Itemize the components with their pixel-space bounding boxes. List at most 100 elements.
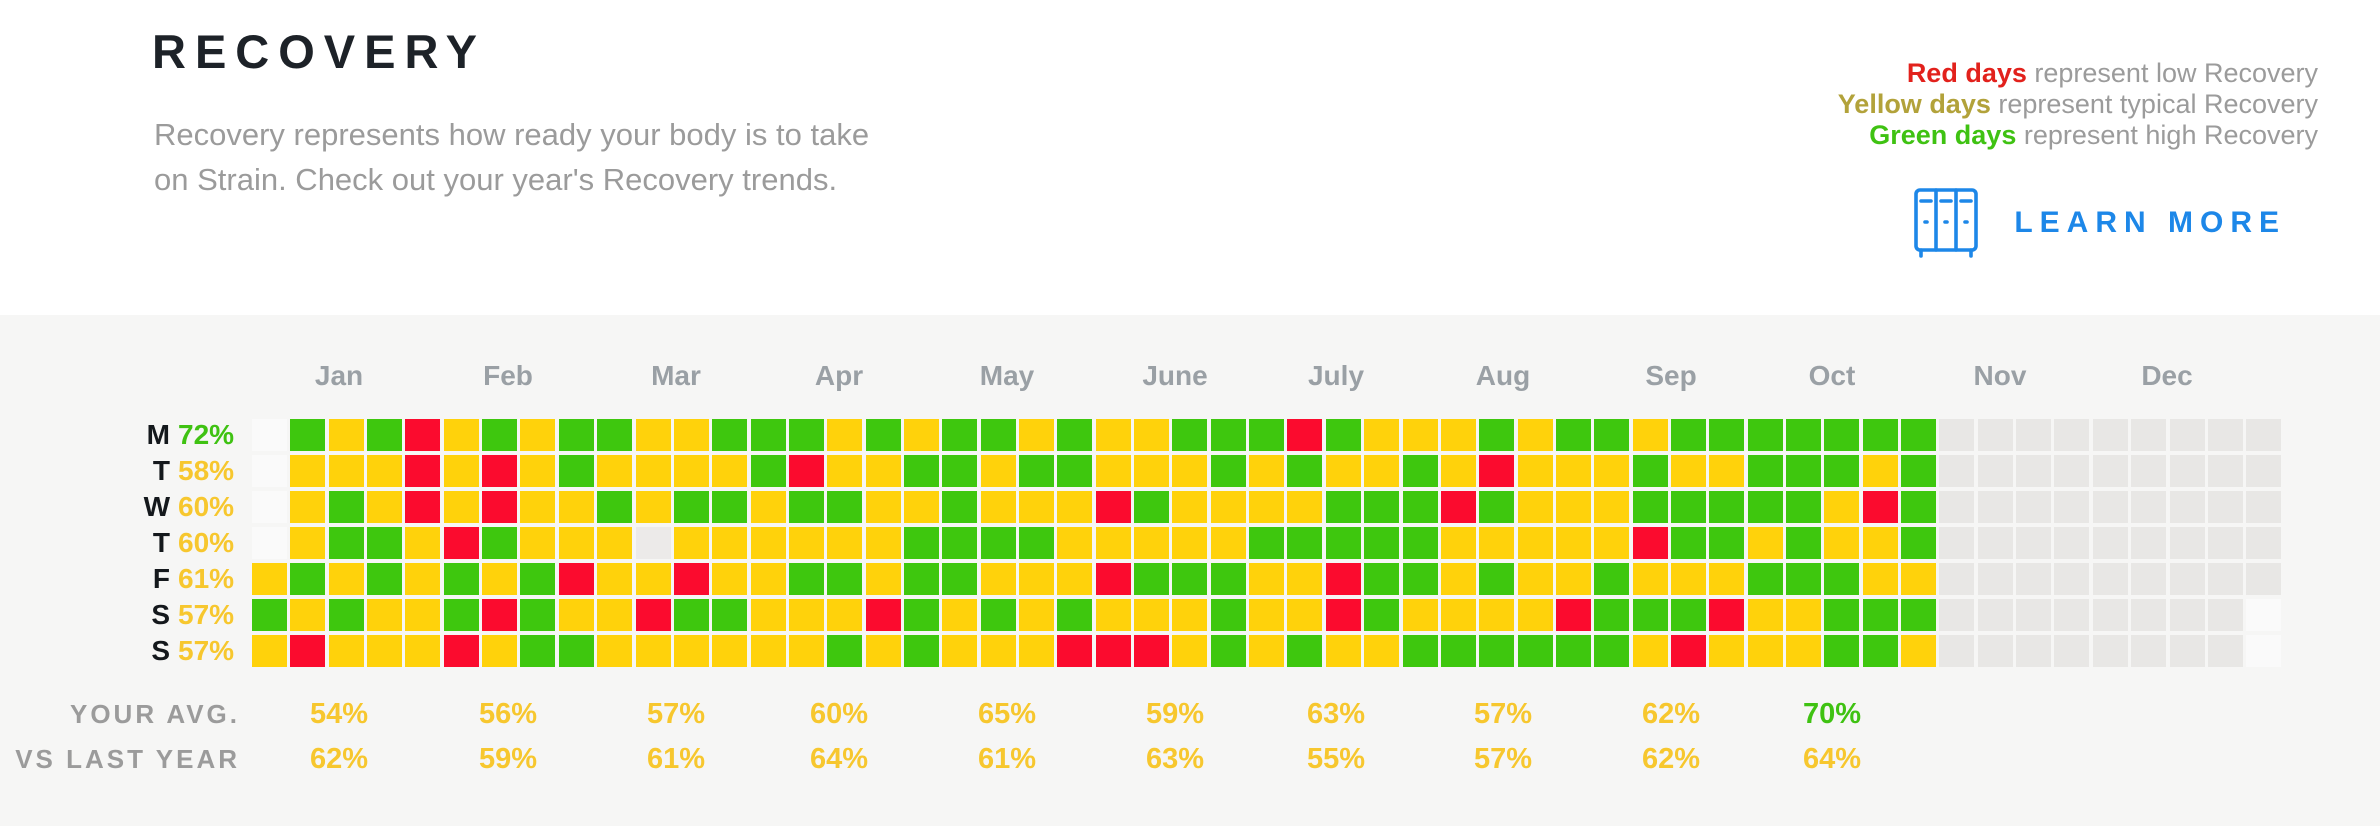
heatmap-cell[interactable] bbox=[1670, 526, 1706, 559]
heatmap-cell[interactable] bbox=[1977, 418, 2013, 451]
heatmap-cell[interactable] bbox=[1824, 490, 1860, 523]
heatmap-cell[interactable] bbox=[712, 599, 748, 632]
heatmap-cell[interactable] bbox=[1287, 418, 1323, 451]
heatmap-cell[interactable] bbox=[2092, 454, 2128, 487]
heatmap-cell[interactable] bbox=[980, 418, 1016, 451]
heatmap-cell[interactable] bbox=[1095, 563, 1131, 596]
heatmap-cell[interactable] bbox=[1402, 490, 1438, 523]
heatmap-cell[interactable] bbox=[750, 635, 786, 668]
heatmap-cell[interactable] bbox=[2207, 635, 2243, 668]
heatmap-cell[interactable] bbox=[1095, 599, 1131, 632]
heatmap-cell[interactable] bbox=[597, 526, 633, 559]
heatmap-cell[interactable] bbox=[942, 490, 978, 523]
heatmap-cell[interactable] bbox=[290, 635, 326, 668]
heatmap-cell[interactable] bbox=[635, 418, 671, 451]
heatmap-cell[interactable] bbox=[405, 635, 441, 668]
heatmap-cell[interactable] bbox=[1325, 599, 1361, 632]
heatmap-cell[interactable] bbox=[1172, 563, 1208, 596]
heatmap-cell[interactable] bbox=[1824, 454, 1860, 487]
heatmap-cell[interactable] bbox=[1249, 418, 1285, 451]
heatmap-cell[interactable] bbox=[443, 418, 479, 451]
heatmap-cell[interactable] bbox=[1210, 526, 1246, 559]
heatmap-cell[interactable] bbox=[903, 490, 939, 523]
heatmap-cell[interactable] bbox=[2054, 563, 2090, 596]
heatmap-cell[interactable] bbox=[827, 563, 863, 596]
heatmap-cell[interactable] bbox=[1555, 563, 1591, 596]
heatmap-cell[interactable] bbox=[1862, 563, 1898, 596]
heatmap-cell[interactable] bbox=[1402, 454, 1438, 487]
heatmap-cell[interactable] bbox=[750, 563, 786, 596]
heatmap-cell[interactable] bbox=[1632, 599, 1668, 632]
heatmap-cell[interactable] bbox=[673, 490, 709, 523]
heatmap-cell[interactable] bbox=[1364, 563, 1400, 596]
heatmap-cell[interactable] bbox=[1134, 418, 1170, 451]
heatmap-cell[interactable] bbox=[1747, 526, 1783, 559]
heatmap-cell[interactable] bbox=[1249, 490, 1285, 523]
heatmap-cell[interactable] bbox=[1670, 454, 1706, 487]
heatmap-cell[interactable] bbox=[1287, 635, 1323, 668]
heatmap-cell[interactable] bbox=[1440, 418, 1476, 451]
heatmap-cell[interactable] bbox=[865, 418, 901, 451]
heatmap-cell[interactable] bbox=[520, 490, 556, 523]
heatmap-cell[interactable] bbox=[405, 526, 441, 559]
heatmap-cell[interactable] bbox=[903, 635, 939, 668]
heatmap-cell[interactable] bbox=[1134, 490, 1170, 523]
heatmap-cell[interactable] bbox=[1786, 635, 1821, 668]
heatmap-cell[interactable] bbox=[1210, 490, 1246, 523]
heatmap-cell[interactable] bbox=[1440, 599, 1476, 632]
heatmap-cell[interactable] bbox=[558, 526, 594, 559]
heatmap-cell[interactable] bbox=[1901, 635, 1937, 668]
heatmap-cell[interactable] bbox=[980, 563, 1016, 596]
heatmap-cell[interactable] bbox=[2131, 526, 2167, 559]
heatmap-cell[interactable] bbox=[1249, 599, 1285, 632]
heatmap-cell[interactable] bbox=[597, 490, 633, 523]
heatmap-cell[interactable] bbox=[367, 599, 403, 632]
heatmap-cell[interactable] bbox=[2016, 490, 2052, 523]
heatmap-cell[interactable] bbox=[1287, 563, 1323, 596]
heatmap-cell[interactable] bbox=[2207, 418, 2243, 451]
heatmap-cell[interactable] bbox=[942, 563, 978, 596]
heatmap-cell[interactable] bbox=[750, 454, 786, 487]
heatmap-cell[interactable] bbox=[1747, 599, 1783, 632]
heatmap-cell[interactable] bbox=[328, 490, 364, 523]
heatmap-cell[interactable] bbox=[1670, 599, 1706, 632]
heatmap-cell[interactable] bbox=[1134, 454, 1170, 487]
heatmap-cell[interactable] bbox=[712, 635, 748, 668]
heatmap-cell[interactable] bbox=[1402, 599, 1438, 632]
heatmap-cell[interactable] bbox=[1019, 635, 1054, 668]
heatmap-cell[interactable] bbox=[1287, 599, 1323, 632]
heatmap-cell[interactable] bbox=[1440, 563, 1476, 596]
heatmap-cell[interactable] bbox=[405, 599, 441, 632]
heatmap-cell[interactable] bbox=[2207, 599, 2243, 632]
heatmap-cell[interactable] bbox=[2246, 418, 2282, 451]
heatmap-cell[interactable] bbox=[558, 599, 594, 632]
heatmap-cell[interactable] bbox=[1440, 454, 1476, 487]
heatmap-cell[interactable] bbox=[1019, 418, 1054, 451]
heatmap-cell[interactable] bbox=[328, 526, 364, 559]
learn-more-link[interactable]: LEARN MORE bbox=[1914, 186, 2286, 260]
heatmap-cell[interactable] bbox=[712, 563, 748, 596]
heatmap-cell[interactable] bbox=[942, 454, 978, 487]
heatmap-cell[interactable] bbox=[1364, 599, 1400, 632]
heatmap-cell[interactable] bbox=[1862, 599, 1898, 632]
heatmap-cell[interactable] bbox=[1325, 454, 1361, 487]
heatmap-cell[interactable] bbox=[1977, 599, 2013, 632]
heatmap-cell[interactable] bbox=[1517, 526, 1553, 559]
heatmap-cell[interactable] bbox=[1249, 635, 1285, 668]
heatmap-cell[interactable] bbox=[2207, 490, 2243, 523]
heatmap-cell[interactable] bbox=[252, 599, 287, 632]
heatmap-cell[interactable] bbox=[443, 563, 479, 596]
heatmap-cell[interactable] bbox=[1517, 418, 1553, 451]
heatmap-cell[interactable] bbox=[1402, 563, 1438, 596]
heatmap-cell[interactable] bbox=[1210, 454, 1246, 487]
heatmap-cell[interactable] bbox=[1939, 563, 1975, 596]
heatmap-cell[interactable] bbox=[1670, 418, 1706, 451]
heatmap-cell[interactable] bbox=[1479, 418, 1515, 451]
heatmap-cell[interactable] bbox=[2169, 599, 2205, 632]
heatmap-cell[interactable] bbox=[2207, 526, 2243, 559]
heatmap-cell[interactable] bbox=[788, 418, 824, 451]
heatmap-cell[interactable] bbox=[290, 418, 326, 451]
heatmap-cell[interactable] bbox=[1172, 526, 1208, 559]
heatmap-cell[interactable] bbox=[482, 454, 518, 487]
heatmap-cell[interactable] bbox=[673, 563, 709, 596]
